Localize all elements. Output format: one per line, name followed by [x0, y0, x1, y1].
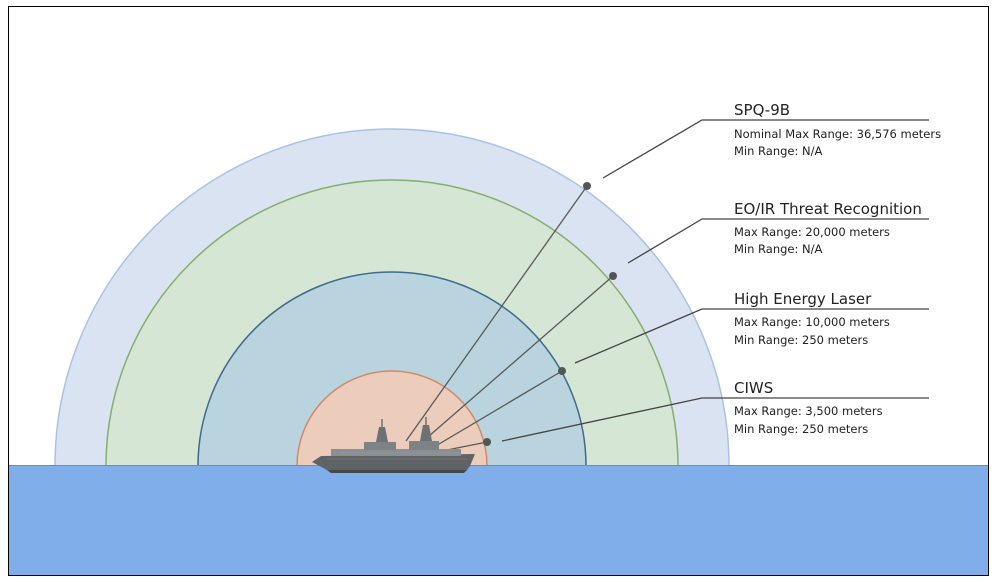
label-ciws: CIWS Max Range: 3,500 meters Min Range: …	[734, 379, 883, 436]
range-dot-spq-9b	[583, 182, 591, 190]
ring-high-energy-laser	[197, 271, 587, 467]
range-diagram: SPQ-9B Nominal Max Range: 36,576 meters …	[9, 101, 988, 575]
label-eo-ir: EO/IR Threat Recognition Max Range: 20,0…	[734, 200, 922, 256]
label-detail: Max Range: 20,000 meters	[734, 225, 890, 239]
range-dot-ciws	[483, 438, 491, 446]
label-title: EO/IR Threat Recognition	[734, 200, 922, 218]
label-detail: Min Range: N/A	[734, 242, 823, 256]
callout-line-eo-ir	[627, 218, 929, 264]
label-spq-9b: SPQ-9B Nominal Max Range: 36,576 meters …	[734, 101, 941, 158]
label-high-energy-laser: High Energy Laser Max Range: 10,000 mete…	[734, 290, 890, 347]
range-dot-eo-ir	[609, 272, 617, 280]
label-title: CIWS	[734, 379, 773, 397]
label-detail: Max Range: 10,000 meters	[734, 315, 890, 329]
ship-icon	[312, 417, 475, 473]
callout-line-spq-9b	[602, 119, 929, 179]
diagram-frame: SPQ-9B Nominal Max Range: 36,576 meters …	[8, 6, 989, 576]
label-detail: Nominal Max Range: 36,576 meters	[734, 127, 941, 141]
label-detail: Min Range: N/A	[734, 144, 823, 158]
callout-line-laser	[574, 308, 929, 364]
leader-line-eo-ir	[420, 275, 614, 444]
label-detail: Max Range: 3,500 meters	[734, 404, 883, 418]
range-dot-laser	[558, 367, 566, 375]
label-title: High Energy Laser	[734, 290, 872, 308]
leader-line-spq-9b	[405, 185, 588, 442]
label-detail: Min Range: 250 meters	[734, 333, 868, 347]
leader-line-laser	[433, 370, 563, 448]
leader-line-ciws	[446, 441, 488, 451]
callout-line-ciws	[501, 397, 929, 442]
label-detail: Min Range: 250 meters	[734, 422, 868, 436]
label-title: SPQ-9B	[734, 101, 790, 119]
sea	[9, 465, 988, 575]
